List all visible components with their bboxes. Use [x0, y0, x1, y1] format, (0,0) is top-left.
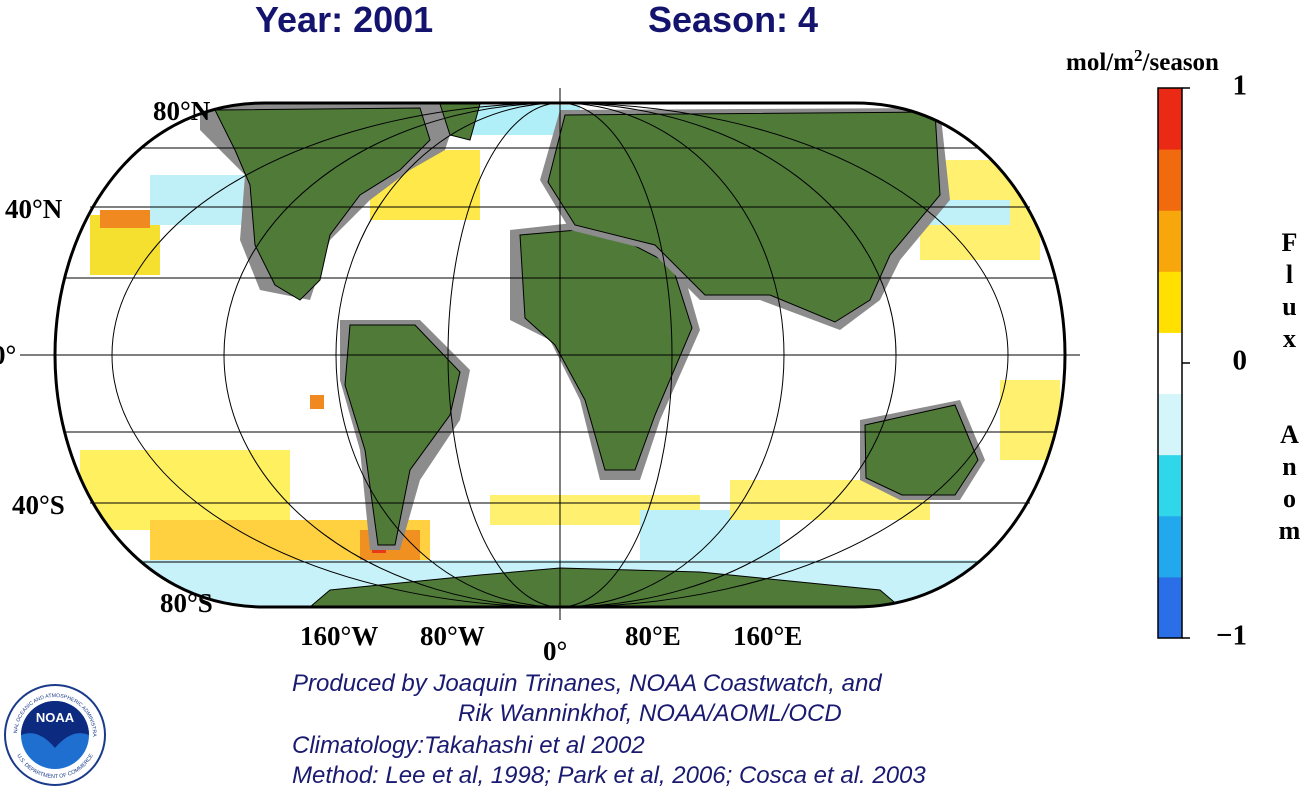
- lat-label: 0°: [0, 340, 16, 370]
- colorbar-segment: [1158, 88, 1182, 150]
- colorbar-tick-label: 0: [1233, 345, 1248, 377]
- unit-base: mol/m: [1066, 49, 1134, 76]
- lon-label: 80°W: [420, 621, 485, 651]
- colorbar: −1 0 1: [1157, 70, 1248, 652]
- credit-line: Produced by Joaquin Trinanes, NOAA Coast…: [292, 670, 882, 697]
- lon-label: 0°: [543, 636, 567, 666]
- unit-end: /season: [1142, 49, 1220, 76]
- logo-name: NOAA: [36, 710, 75, 725]
- credit-line: Climatology:Takahashi et al 2002: [292, 732, 645, 759]
- colorbar-segment: [1158, 576, 1182, 639]
- unit-sup: 2: [1134, 46, 1143, 65]
- lat-label: 40°N: [5, 194, 63, 224]
- land: [200, 103, 985, 607]
- title-year: Year: 2001: [255, 0, 433, 40]
- colorbar-segment: [1158, 332, 1182, 395]
- colorbar-segment: [1158, 454, 1182, 517]
- colorbar-segment: [1158, 149, 1182, 211]
- lon-label: 80°E: [625, 621, 681, 651]
- lon-label: 160°E: [733, 621, 802, 651]
- lat-label: 40°S: [12, 490, 65, 520]
- colorbar-segment: [1158, 271, 1182, 333]
- map-border: [53, 101, 1067, 609]
- colorbar-segment: [1158, 393, 1182, 456]
- lat-label: 80°S: [160, 588, 213, 618]
- colorbar-unit: mol/m2/season: [1066, 46, 1219, 76]
- colorbar-segment: [1158, 515, 1182, 578]
- credit-line: Method: Lee et al, 1998; Park et al, 200…: [292, 762, 926, 788]
- colorbar-segment: [1158, 210, 1182, 272]
- title-season: Season: 4: [648, 0, 818, 40]
- credit-line: Rik Wanninkhof, NOAA/AOML/OCD: [458, 700, 842, 727]
- colorbar-label: Flux Anom: [1275, 228, 1301, 548]
- colorbar-tick-label: 1: [1233, 70, 1248, 102]
- lon-label: 160°W: [300, 621, 378, 651]
- lat-label: 80°N: [153, 96, 211, 126]
- colorbar-tick-label: −1: [1216, 620, 1247, 652]
